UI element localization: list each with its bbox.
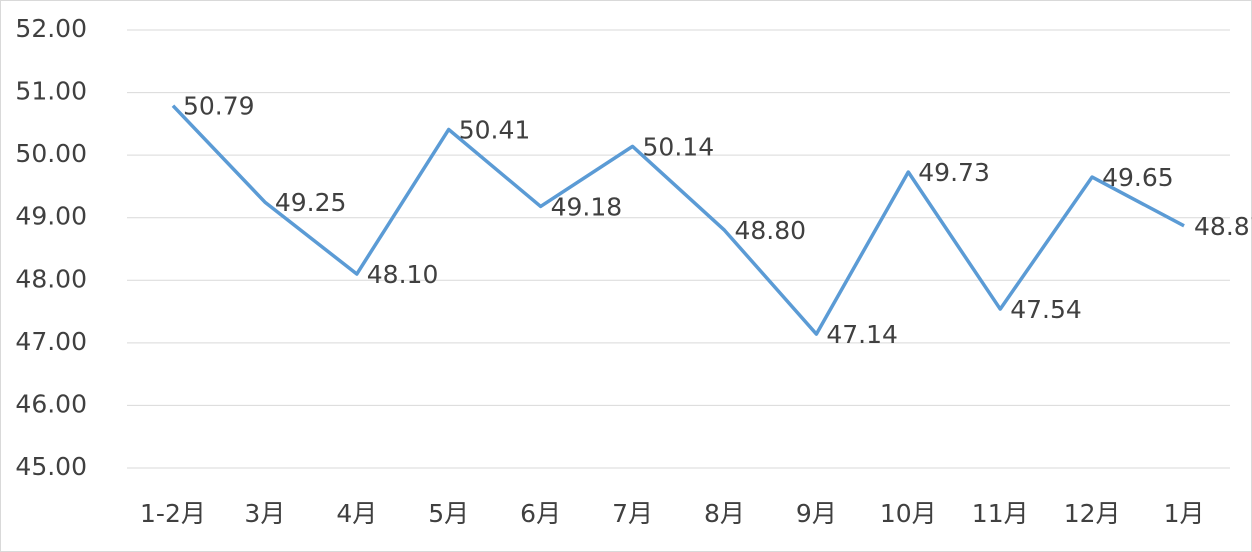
x-tick-label: 1-2月 bbox=[140, 499, 206, 528]
y-tick-label: 46.00 bbox=[15, 389, 87, 418]
y-tick-label: 47.00 bbox=[15, 327, 87, 356]
x-tick-label: 11月 bbox=[972, 499, 1029, 528]
y-tick-label: 48.00 bbox=[15, 264, 87, 293]
data-label: 50.14 bbox=[643, 132, 715, 161]
x-tick-label: 1月 bbox=[1164, 499, 1205, 528]
y-tick-label: 51.00 bbox=[15, 77, 87, 106]
x-tick-label: 4月 bbox=[336, 499, 377, 528]
x-tick-label: 3月 bbox=[244, 499, 285, 528]
data-label: 49.25 bbox=[275, 188, 347, 217]
y-tick-label: 49.00 bbox=[15, 202, 87, 231]
y-tick-label: 45.00 bbox=[15, 452, 87, 481]
data-label: 48.80 bbox=[734, 216, 806, 245]
y-tick-label: 52.00 bbox=[15, 14, 87, 43]
x-tick-label: 7月 bbox=[612, 499, 653, 528]
data-label: 48.87 bbox=[1194, 212, 1252, 241]
data-label: 50.79 bbox=[183, 92, 255, 121]
x-tick-label: 6月 bbox=[520, 499, 561, 528]
x-tick-label: 9月 bbox=[796, 499, 837, 528]
data-label: 49.65 bbox=[1102, 163, 1174, 192]
x-tick-label: 10月 bbox=[880, 499, 937, 528]
x-tick-label: 8月 bbox=[704, 499, 745, 528]
x-tick-label: 12月 bbox=[1064, 499, 1121, 528]
data-label: 49.73 bbox=[918, 158, 990, 187]
data-label: 48.10 bbox=[367, 260, 439, 289]
x-tick-label: 5月 bbox=[428, 499, 469, 528]
line bbox=[171, 104, 1185, 336]
data-label: 49.18 bbox=[551, 192, 623, 221]
y-tick-label: 50.00 bbox=[15, 139, 87, 168]
data-label: 47.14 bbox=[826, 320, 898, 349]
data-label: 50.41 bbox=[459, 115, 531, 144]
data-label: 47.54 bbox=[1010, 295, 1082, 324]
